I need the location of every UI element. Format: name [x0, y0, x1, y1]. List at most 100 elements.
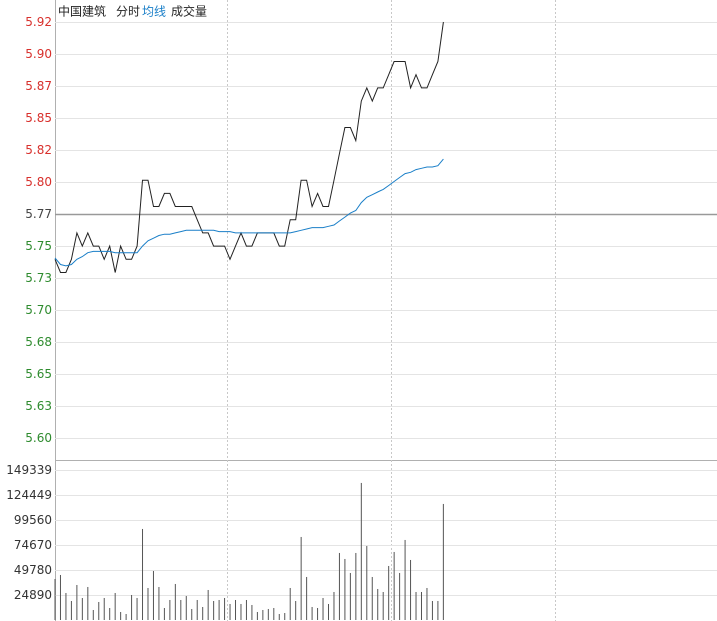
volume-bar [404, 539, 406, 620]
volume-bar [328, 603, 329, 620]
volume-bar [377, 588, 379, 620]
legend-entry: 分时 [116, 5, 140, 19]
y-tick-label: 5.90 [25, 47, 52, 61]
volume-bar [349, 572, 351, 620]
volume-bar [415, 591, 417, 620]
volume-bar [158, 586, 160, 620]
volume-bar [284, 612, 286, 620]
volume-bar [393, 551, 395, 620]
volume-bar [289, 587, 291, 620]
volume-bar [251, 604, 253, 620]
volume-title: 成交量 [171, 4, 207, 19]
volume-bar [65, 592, 67, 620]
y-tick-label: 149339 [6, 463, 52, 477]
volume-bar [92, 609, 94, 620]
volume-bar [245, 599, 247, 620]
volume-bar [306, 576, 308, 620]
volume-bar [109, 607, 111, 620]
volume-bar [311, 606, 313, 620]
y-tick-label: 74670 [14, 538, 52, 552]
y-tick-label: 5.85 [25, 111, 52, 125]
volume-bar [256, 611, 258, 620]
y-tick-label: 5.87 [25, 79, 52, 93]
y-tick-label: 5.73 [25, 271, 52, 285]
y-tick-label: 5.70 [25, 303, 52, 317]
chart-title: 中国建筑 [58, 4, 106, 19]
y-tick-label: 5.63 [25, 399, 52, 413]
volume-bar [98, 601, 100, 620]
y-tick-label: 5.65 [25, 367, 52, 381]
y-tick-label: 5.80 [25, 175, 52, 189]
y-tick-label: 99560 [14, 513, 52, 527]
volume-bar [218, 599, 220, 620]
volume-bar [196, 599, 198, 620]
volume-bar [317, 607, 319, 620]
volume-bar [180, 599, 182, 620]
y-tick-label: 5.92 [25, 15, 52, 29]
price-line [54, 21, 444, 273]
volume-bar [426, 587, 428, 620]
volume-bar [152, 570, 154, 620]
volume-bar [235, 599, 237, 620]
volume-bar [147, 587, 149, 620]
volume-bar [224, 597, 226, 620]
volume-bar [213, 600, 215, 620]
volume-bar [76, 584, 78, 620]
volume-bar [322, 597, 324, 620]
volume-bar [437, 600, 439, 620]
volume-bar [174, 583, 176, 620]
volume-bar [202, 606, 204, 620]
y-tick-label: 5.60 [25, 431, 52, 445]
y-tick-label: 49780 [14, 563, 52, 577]
volume-bar [338, 552, 340, 620]
volume-bar [360, 482, 362, 620]
volume-bar [103, 597, 105, 620]
volume-bar [371, 576, 373, 620]
volume-bar [191, 608, 193, 620]
volume-bar [54, 578, 56, 620]
volume-bar [70, 600, 72, 620]
volume-bar [120, 611, 122, 620]
volume-bar [355, 552, 357, 620]
y-tick-label: 5.77 [25, 207, 52, 221]
volume-bar [131, 594, 133, 620]
volume-bar [388, 565, 390, 620]
volume-bar [442, 503, 444, 620]
y-tick-label: 5.75 [25, 239, 52, 253]
volume-bar [366, 545, 368, 620]
volume-bar [420, 591, 422, 620]
legend-entry: 均线 [142, 5, 166, 19]
price-line [54, 158, 444, 267]
volume-bar [125, 613, 127, 620]
volume-bar [431, 600, 433, 620]
y-tick-label: 5.82 [25, 143, 52, 157]
volume-bar [59, 574, 61, 620]
volume-bar [399, 572, 401, 620]
volume-bar [295, 600, 297, 620]
volume-bar [382, 591, 384, 620]
volume-bar [87, 586, 89, 620]
volume-bar [114, 592, 116, 620]
volume-bar [81, 597, 83, 620]
volume-bar [333, 591, 335, 620]
volume-bar [267, 608, 269, 620]
volume-bar [136, 597, 138, 620]
volume-bar [163, 607, 165, 620]
volume-bar [229, 603, 231, 620]
volume-bar [344, 558, 346, 620]
volume-bar [262, 609, 264, 620]
y-tick-label: 124449 [6, 488, 52, 502]
volume-bar [300, 536, 302, 620]
volume-bar [169, 599, 171, 620]
volume-bar [273, 607, 275, 620]
volume-bar [240, 603, 242, 620]
volume-bar [410, 559, 412, 620]
volume-bar [278, 613, 280, 620]
y-tick-label: 5.68 [25, 335, 52, 349]
volume-bar [142, 528, 144, 620]
y-tick-label: 24890 [14, 588, 52, 602]
volume-bar [207, 589, 209, 620]
volume-bar [185, 595, 187, 620]
